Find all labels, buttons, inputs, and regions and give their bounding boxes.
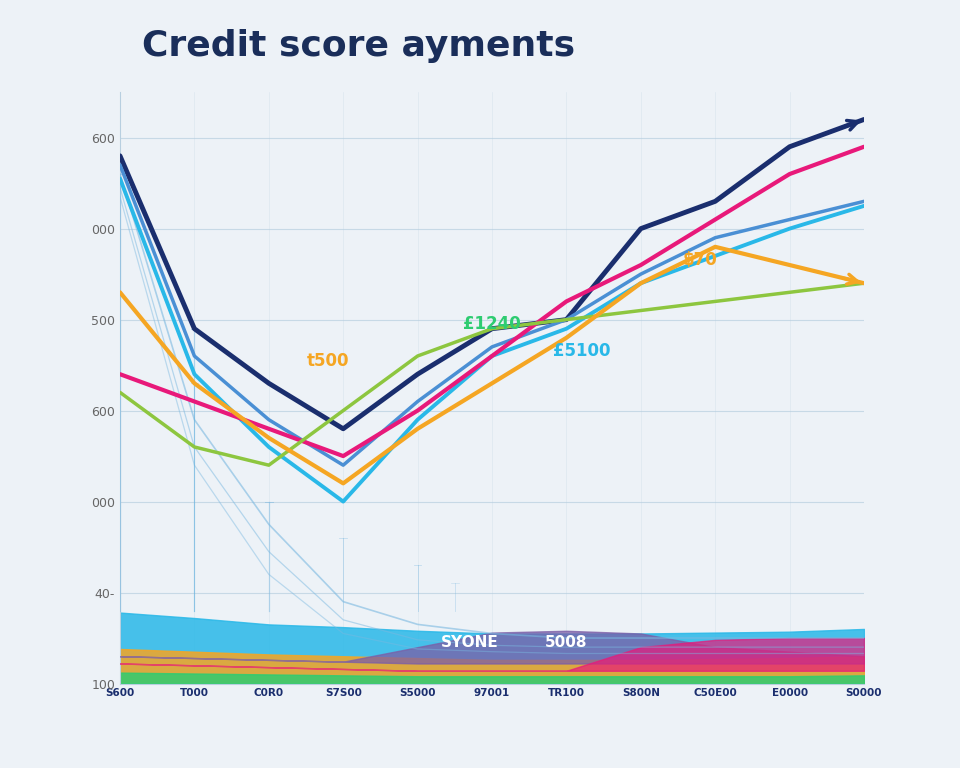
Text: £5100: £5100 xyxy=(553,343,610,360)
Text: t500: t500 xyxy=(307,352,349,369)
Text: 5008: 5008 xyxy=(545,635,588,650)
Text: £1240: £1240 xyxy=(463,315,521,333)
Text: Credit score ayments: Credit score ayments xyxy=(142,28,575,63)
Text: $70: $70 xyxy=(683,251,718,270)
Text: SYONE: SYONE xyxy=(441,635,498,650)
